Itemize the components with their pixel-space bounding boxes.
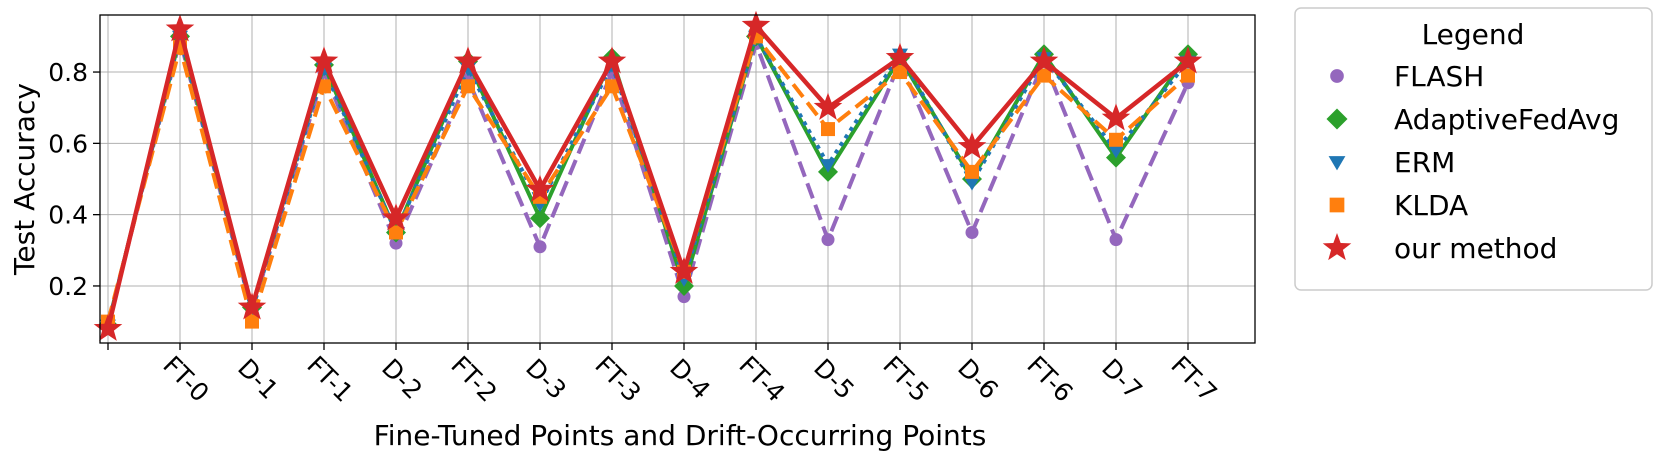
legend-marker <box>1326 108 1348 130</box>
data-point <box>1109 233 1123 247</box>
data-point <box>821 233 835 247</box>
data-point <box>885 42 915 70</box>
legend-marker <box>1328 156 1346 171</box>
series-line <box>105 23 1190 330</box>
legend-label: FLASH <box>1394 60 1484 93</box>
x-tick-label: D-7 <box>1096 353 1148 405</box>
legend-label: ERM <box>1394 146 1455 179</box>
x-tick-label: FT-4 <box>733 350 790 407</box>
legend-label: our method <box>1394 232 1557 265</box>
plot-frame <box>99 14 1256 344</box>
data-point <box>237 292 267 320</box>
data-point <box>530 208 550 229</box>
data-point <box>453 46 483 74</box>
legend-marker <box>1322 233 1352 261</box>
x-tick-label: FT-5 <box>877 350 934 407</box>
data-point <box>813 92 843 120</box>
x-tick-label: D-1 <box>232 353 284 405</box>
data-point <box>597 46 627 74</box>
data-point <box>821 122 835 137</box>
data-point <box>525 174 555 202</box>
y-tick-label: 0.8 <box>48 58 88 87</box>
x-tick-label: FT-1 <box>301 350 358 407</box>
data-point <box>964 176 980 191</box>
data-point <box>741 10 771 38</box>
data-point <box>893 65 907 80</box>
x-tick-label: FT-6 <box>1021 350 1078 407</box>
data-point <box>1181 68 1195 83</box>
x-tick-label: D-6 <box>952 353 1004 405</box>
legend-entry: ERM <box>1328 146 1455 179</box>
legend-entry: FLASH <box>1330 60 1484 93</box>
legend-marker <box>1329 197 1345 213</box>
x-tick-label: FT-0 <box>157 350 214 407</box>
legend-entry: our method <box>1322 232 1557 265</box>
data-point <box>1108 144 1124 159</box>
data-point <box>461 79 475 94</box>
y-axis: 0.2 0.4 0.6 0.8 <box>48 58 100 301</box>
data-point <box>820 159 836 173</box>
grid <box>100 15 1255 343</box>
data-point <box>317 79 331 94</box>
legend-frame <box>1294 7 1653 291</box>
data-point <box>605 79 619 94</box>
data-point <box>677 290 691 304</box>
legend-entry: AdaptiveFedAvg <box>1326 103 1619 136</box>
legend-marker <box>1330 69 1344 83</box>
data-point <box>965 164 979 179</box>
data-point <box>1109 132 1123 147</box>
x-axis: FT-0 D-1 FT-1 D-2 FT-2 D-3 FT-3 D-4 FT-4 D-5 FT-5 D… <box>107 343 1223 408</box>
x-tick-label: FT-2 <box>445 350 502 407</box>
data-point <box>93 313 123 341</box>
data-point <box>669 256 699 284</box>
x-tick-label: D-2 <box>376 353 428 405</box>
data-point <box>1101 103 1131 131</box>
data-point <box>1029 46 1059 74</box>
series-line <box>106 34 1190 324</box>
data-point <box>965 225 979 239</box>
x-axis-label: Fine-Tuned Points and Drift-Occurring Po… <box>374 419 987 452</box>
data-point <box>309 46 339 74</box>
series-our-method <box>93 10 1203 341</box>
data-point <box>1037 68 1051 83</box>
data-point <box>381 203 411 231</box>
x-tick-label: FT-7 <box>1165 350 1222 407</box>
y-tick-label: 0.6 <box>48 129 88 158</box>
y-axis-label: Test Accuracy <box>8 83 41 276</box>
y-tick-label: 0.4 <box>48 201 88 230</box>
x-tick-label: D-4 <box>664 353 716 405</box>
data-point <box>957 131 987 160</box>
x-tick-label: FT-3 <box>589 350 646 407</box>
legend-label: KLDA <box>1394 189 1468 222</box>
x-tick-label: D-5 <box>808 353 860 405</box>
legend-title: Legend <box>1422 18 1525 51</box>
legend: Legend FLASH AdaptiveFedAvg ERM KLDA our met… <box>1294 7 1653 291</box>
x-tick-label: D-3 <box>520 353 572 405</box>
data-point <box>245 314 259 329</box>
series-lines <box>93 10 1203 341</box>
data-point <box>389 236 403 250</box>
data-point <box>1173 46 1203 74</box>
data-point <box>389 225 403 240</box>
data-point <box>533 240 547 254</box>
data-point <box>165 14 195 42</box>
legend-entry: KLDA <box>1329 189 1468 222</box>
y-tick-label: 0.2 <box>48 272 88 301</box>
legend-label: AdaptiveFedAvg <box>1394 103 1619 136</box>
